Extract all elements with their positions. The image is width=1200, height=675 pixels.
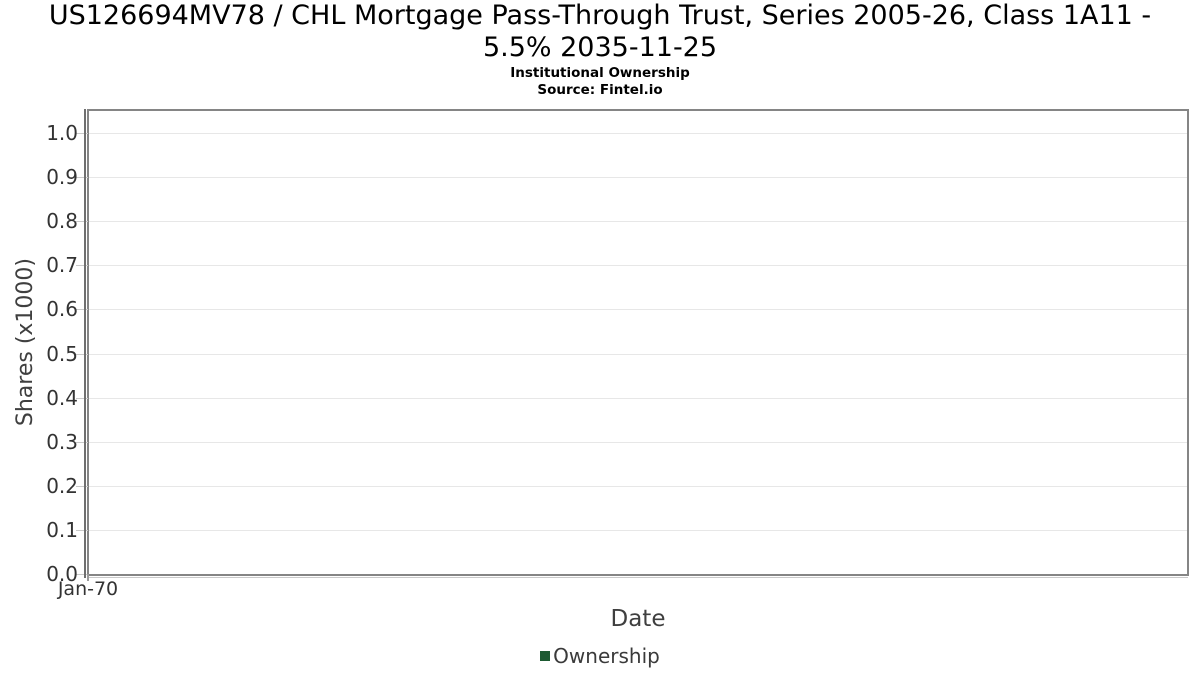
y-tick-label: 0.5	[46, 342, 78, 366]
y-tick-mark	[76, 486, 88, 487]
legend: Ownership	[0, 643, 1200, 669]
y-gridline	[89, 530, 1187, 531]
y-tick-label: 0.0	[46, 562, 78, 586]
legend-label: Ownership	[553, 644, 660, 668]
y-gridline	[89, 221, 1187, 222]
y-gridline	[89, 486, 1187, 487]
y-tick-mark	[76, 530, 88, 531]
y-tick-label: 0.7	[46, 253, 78, 277]
y-tick-mark	[76, 442, 88, 443]
chart-subtitle: Institutional Ownership	[510, 65, 690, 81]
legend-swatch-icon	[540, 651, 551, 661]
chart-source: Source: Fintel.io	[537, 81, 663, 98]
y-axis-title-wrap: Shares (x1000)	[13, 109, 38, 576]
y-tick-mark	[76, 574, 88, 575]
x-tick-label: Jan-70	[57, 578, 119, 600]
y-tick-mark	[76, 133, 88, 134]
y-tick-label: 0.8	[46, 209, 78, 233]
y-axis-title: Shares (x1000)	[13, 258, 38, 427]
y-tick-mark	[76, 354, 88, 355]
y-tick-label: 0.6	[46, 297, 78, 321]
y-gridline	[89, 309, 1187, 310]
y-gridline	[89, 177, 1187, 178]
y-tick-label: 1.0	[46, 121, 78, 145]
chart-title-line2: 5.5% 2035-11-25	[482, 32, 718, 63]
x-axis-title: Date	[610, 606, 666, 632]
y-tick-mark	[76, 177, 88, 178]
y-gridline	[89, 354, 1187, 355]
y-gridline	[89, 442, 1187, 443]
chart-title-line1: US126694MV78 / CHL Mortgage Pass-Through…	[48, 0, 1152, 31]
y-gridline	[89, 398, 1187, 399]
chart-subtitle-block: Institutional Ownership Source: Fintel.i…	[0, 65, 1200, 98]
y-tick-mark	[76, 221, 88, 222]
chart-title: US126694MV78 / CHL Mortgage Pass-Through…	[0, 0, 1200, 64]
legend-item-ownership[interactable]: Ownership	[540, 644, 660, 668]
y-tick-label: 0.2	[46, 474, 78, 498]
y-tick-mark	[76, 398, 88, 399]
x-axis-line	[89, 577, 1188, 578]
y-tick-label: 0.4	[46, 386, 78, 410]
y-axis-line	[84, 109, 86, 578]
y-tick-label: 0.1	[46, 518, 78, 542]
y-tick-label: 0.3	[46, 430, 78, 454]
y-tick-mark	[76, 309, 88, 310]
y-tick-mark	[76, 265, 88, 266]
y-tick-label: 0.9	[46, 165, 78, 189]
y-gridline	[89, 265, 1187, 266]
x-tick-mark	[87, 574, 89, 581]
y-gridline	[89, 133, 1187, 134]
plot-area	[87, 109, 1189, 576]
